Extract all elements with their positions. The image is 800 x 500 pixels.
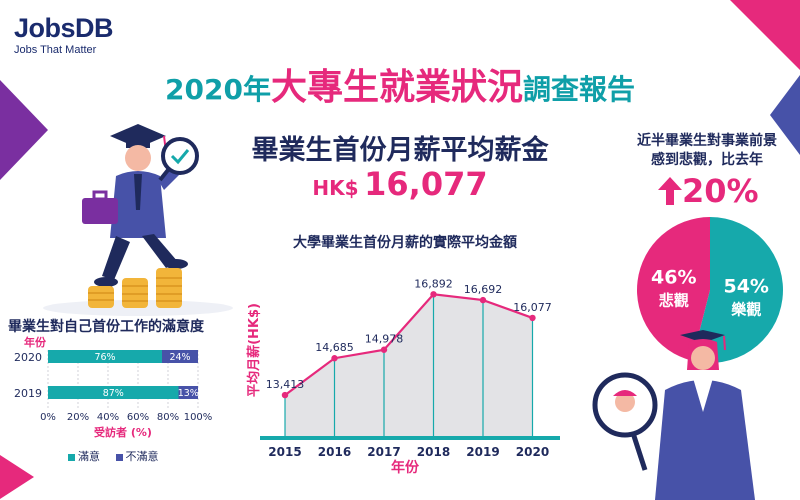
logo-brand: JobsDB [14, 13, 114, 43]
line-chart-area [285, 294, 533, 436]
bar-2020-1 [162, 350, 198, 363]
pessimism-line-1: 近半畢業生對事業前景 [637, 133, 777, 149]
x-tick-2019: 2019 [466, 445, 499, 459]
x-tick-2: 40% [97, 412, 119, 423]
bar-category-2020: 2020 [14, 351, 42, 364]
logo-tagline: Jobs That Matter [14, 44, 97, 56]
pessimism-line-2: 感到悲觀，比去年 [651, 152, 763, 168]
x-tick-4: 80% [157, 412, 179, 423]
data-label-2020: 16,077 [513, 301, 552, 314]
data-point-2016 [331, 355, 338, 362]
x-tick-2018: 2018 [417, 445, 450, 459]
data-point-2018 [430, 291, 437, 298]
legend-swatch-satisfied [68, 453, 75, 461]
data-point-2019 [479, 296, 487, 304]
up-arrow-icon [658, 177, 682, 205]
series-line [284, 293, 533, 396]
title-suffix: 調查報告 [522, 73, 635, 106]
bar-2020-0 [48, 350, 162, 363]
satisfaction-chart: 年份 0% 20% 40% 60% 80% 100% 2020 76% 24% 2019 87% 13%… [14, 336, 213, 439]
legend-label-satisfied: 滿意 [78, 450, 100, 463]
title-main: 大專生就業狀況 [270, 67, 523, 108]
pie-category-label-1: 樂觀 [731, 301, 761, 319]
x-tick-2015: 2015 [268, 445, 301, 459]
x-tick-2016: 2016 [318, 445, 351, 459]
bar-label-2019-0: 87% [103, 388, 124, 399]
corner-triangle-bottom-left [0, 455, 34, 499]
bar-label-2020-1: 24% [169, 352, 190, 363]
graduate-illustration [43, 124, 233, 316]
data-label-2019: 16,692 [464, 283, 503, 296]
line-chart-title: 大學畢業生首份月薪的實際平均金額 [293, 235, 517, 251]
satisfaction-legend: 滿意 不滿意 [68, 448, 159, 464]
satisfaction-title: 畢業生對自己首份工作的滿意度 [8, 319, 204, 335]
bar-2019-1 [178, 386, 198, 399]
corner-triangle-top-left [0, 80, 48, 180]
bar-label-2020-0: 76% [94, 352, 115, 363]
data-point-2017 [380, 346, 388, 353]
x-tick-5: 100% [184, 412, 213, 423]
salary-number: 16,077 [364, 165, 488, 203]
salary-value: HK$ 16,077 [300, 165, 500, 203]
x-tick-1: 20% [67, 412, 89, 423]
bar-2019-0 [48, 386, 179, 399]
page-title: 2020年大專生就業狀況調查報告 [0, 58, 800, 110]
bar-category-header: 年份 [24, 336, 47, 349]
bar-category-2019: 2019 [14, 387, 42, 400]
pie-slice-0 [637, 216, 710, 361]
legend-swatch-unsatisfied [115, 453, 123, 461]
pie-value-label-1: 54% [723, 276, 768, 298]
pie-chart: 54% 樂觀 46% 悲觀 [637, 216, 783, 363]
y-axis-title: 平均月薪(HK$) [246, 303, 262, 397]
pie-slice-1 [691, 217, 783, 363]
corner-triangle-right [770, 75, 800, 155]
line-chart: 13,413 14,685 14,978 16,892 16,692 16,077 2015… [246, 277, 560, 476]
pessimism-text: 近半畢業生對事業前景 感到悲觀，比去年 [612, 132, 800, 170]
x-tick-0: 0% [40, 412, 56, 423]
x-axis-title: 年份 [391, 459, 420, 476]
pie-category-label-0: 悲觀 [659, 291, 689, 309]
data-label-2016: 14,685 [315, 341, 354, 354]
x-tick-2017: 2017 [367, 445, 400, 459]
salary-currency: HK$ [312, 176, 359, 200]
pessimism-change: 20% [658, 172, 759, 210]
jobsdb-logo[interactable]: JobsDB Jobs That Matter [14, 13, 114, 56]
legend-label-unsatisfied: 不滿意 [125, 450, 159, 463]
coins-illustration [88, 268, 182, 308]
data-label-2017: 14,978 [365, 333, 404, 346]
corner-triangle-top-right [730, 0, 800, 70]
title-year: 2020年 [165, 73, 271, 106]
bar-label-2019-1: 13% [178, 388, 199, 399]
pessimism-change-value: 20% [682, 172, 759, 210]
data-label-2018: 16,892 [414, 277, 453, 290]
x-tick-2020: 2020 [516, 445, 549, 459]
data-label-2015: 13,413 [266, 378, 305, 391]
pie-value-label-0: 46% [651, 266, 696, 288]
data-point-2020 [529, 314, 536, 322]
x-tick-3: 60% [127, 412, 149, 423]
x-axis-title: 受訪者 (%) [94, 425, 152, 439]
salary-heading: 畢業生首份月薪平均薪金 [251, 135, 549, 166]
mirror-illustration [592, 330, 755, 500]
x-axis-line [260, 436, 560, 440]
data-point-2015 [281, 391, 289, 399]
